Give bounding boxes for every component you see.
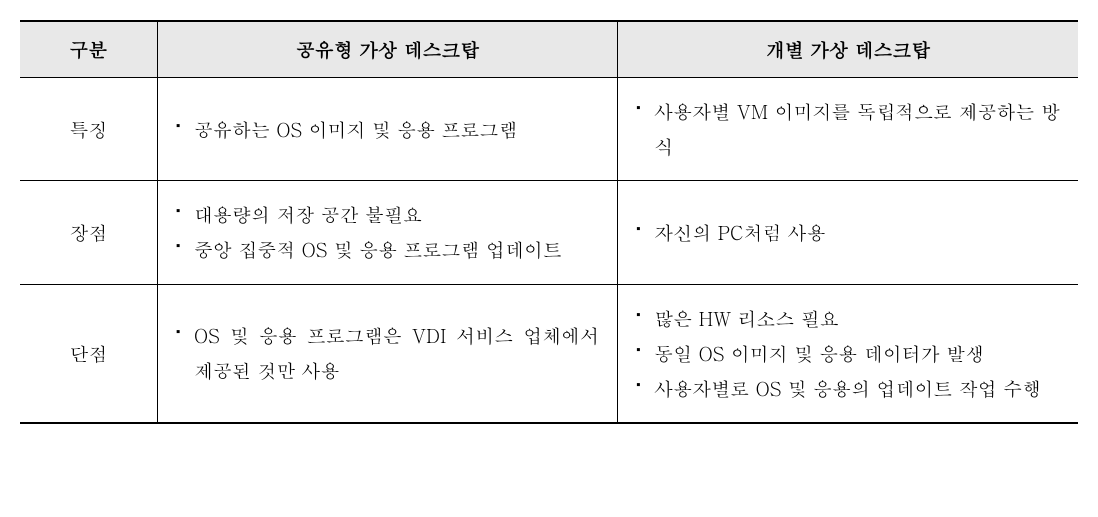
cell-individual: 자신의 PC처럼 사용 [618,181,1078,284]
table-row: 특징 공유하는 OS 이미지 및 응용 프로그램 사용자별 VM 이미지를 독립적으… [20,78,1078,181]
list-item: 대용량의 저장 공간 불필요 [176,197,599,232]
row-label: 장점 [20,181,158,284]
list-item: 사용자별 VM 이미지를 독립적으로 제공하는 방식 [636,94,1060,164]
row-label: 특징 [20,78,158,181]
list-individual: 사용자별 VM 이미지를 독립적으로 제공하는 방식 [636,94,1060,164]
cell-shared: 대용량의 저장 공간 불필요중앙 집중적 OS 및 응용 프로그램 업데이트 [158,181,618,284]
cell-shared: 공유하는 OS 이미지 및 응용 프로그램 [158,78,618,181]
list-item: OS 및 응용 프로그램은 VDI 서비스 업체에서 제공된 것만 사용 [176,318,599,388]
table-body: 특징 공유하는 OS 이미지 및 응용 프로그램 사용자별 VM 이미지를 독립적으… [20,78,1078,423]
header-individual: 개별 가상 데스크탑 [618,21,1078,78]
cell-individual: 많은 HW 리소스 필요동일 OS 이미지 및 응용 데이터가 발생사용자별로 … [618,284,1078,423]
list-item: 동일 OS 이미지 및 응용 데이터가 발생 [636,336,1060,371]
list-item: 자신의 PC처럼 사용 [636,215,1060,250]
table-row: 장점 대용량의 저장 공간 불필요중앙 집중적 OS 및 응용 프로그램 업데이트… [20,181,1078,284]
row-label: 단점 [20,284,158,423]
comparison-table: 구분 공유형 가상 데스크탑 개별 가상 데스크탑 특징 공유하는 OS 이미지 … [20,20,1078,424]
comparison-table-container: 구분 공유형 가상 데스크탑 개별 가상 데스크탑 특징 공유하는 OS 이미지 … [20,20,1078,424]
list-item: 사용자별로 OS 및 응용의 업데이트 작업 수행 [636,371,1060,406]
cell-shared: OS 및 응용 프로그램은 VDI 서비스 업체에서 제공된 것만 사용 [158,284,618,423]
header-shared: 공유형 가상 데스크탑 [158,21,618,78]
list-individual: 자신의 PC처럼 사용 [636,215,1060,250]
list-shared: 공유하는 OS 이미지 및 응용 프로그램 [176,112,599,147]
table-row: 단점 OS 및 응용 프로그램은 VDI 서비스 업체에서 제공된 것만 사용 많은… [20,284,1078,423]
table-header-row: 구분 공유형 가상 데스크탑 개별 가상 데스크탑 [20,21,1078,78]
list-item: 공유하는 OS 이미지 및 응용 프로그램 [176,112,599,147]
list-individual: 많은 HW 리소스 필요동일 OS 이미지 및 응용 데이터가 발생사용자별로 … [636,301,1060,406]
cell-individual: 사용자별 VM 이미지를 독립적으로 제공하는 방식 [618,78,1078,181]
list-shared: 대용량의 저장 공간 불필요중앙 집중적 OS 및 응용 프로그램 업데이트 [176,197,599,267]
list-item: 중앙 집중적 OS 및 응용 프로그램 업데이트 [176,232,599,267]
header-category: 구분 [20,21,158,78]
list-item: 많은 HW 리소스 필요 [636,301,1060,336]
list-shared: OS 및 응용 프로그램은 VDI 서비스 업체에서 제공된 것만 사용 [176,318,599,388]
